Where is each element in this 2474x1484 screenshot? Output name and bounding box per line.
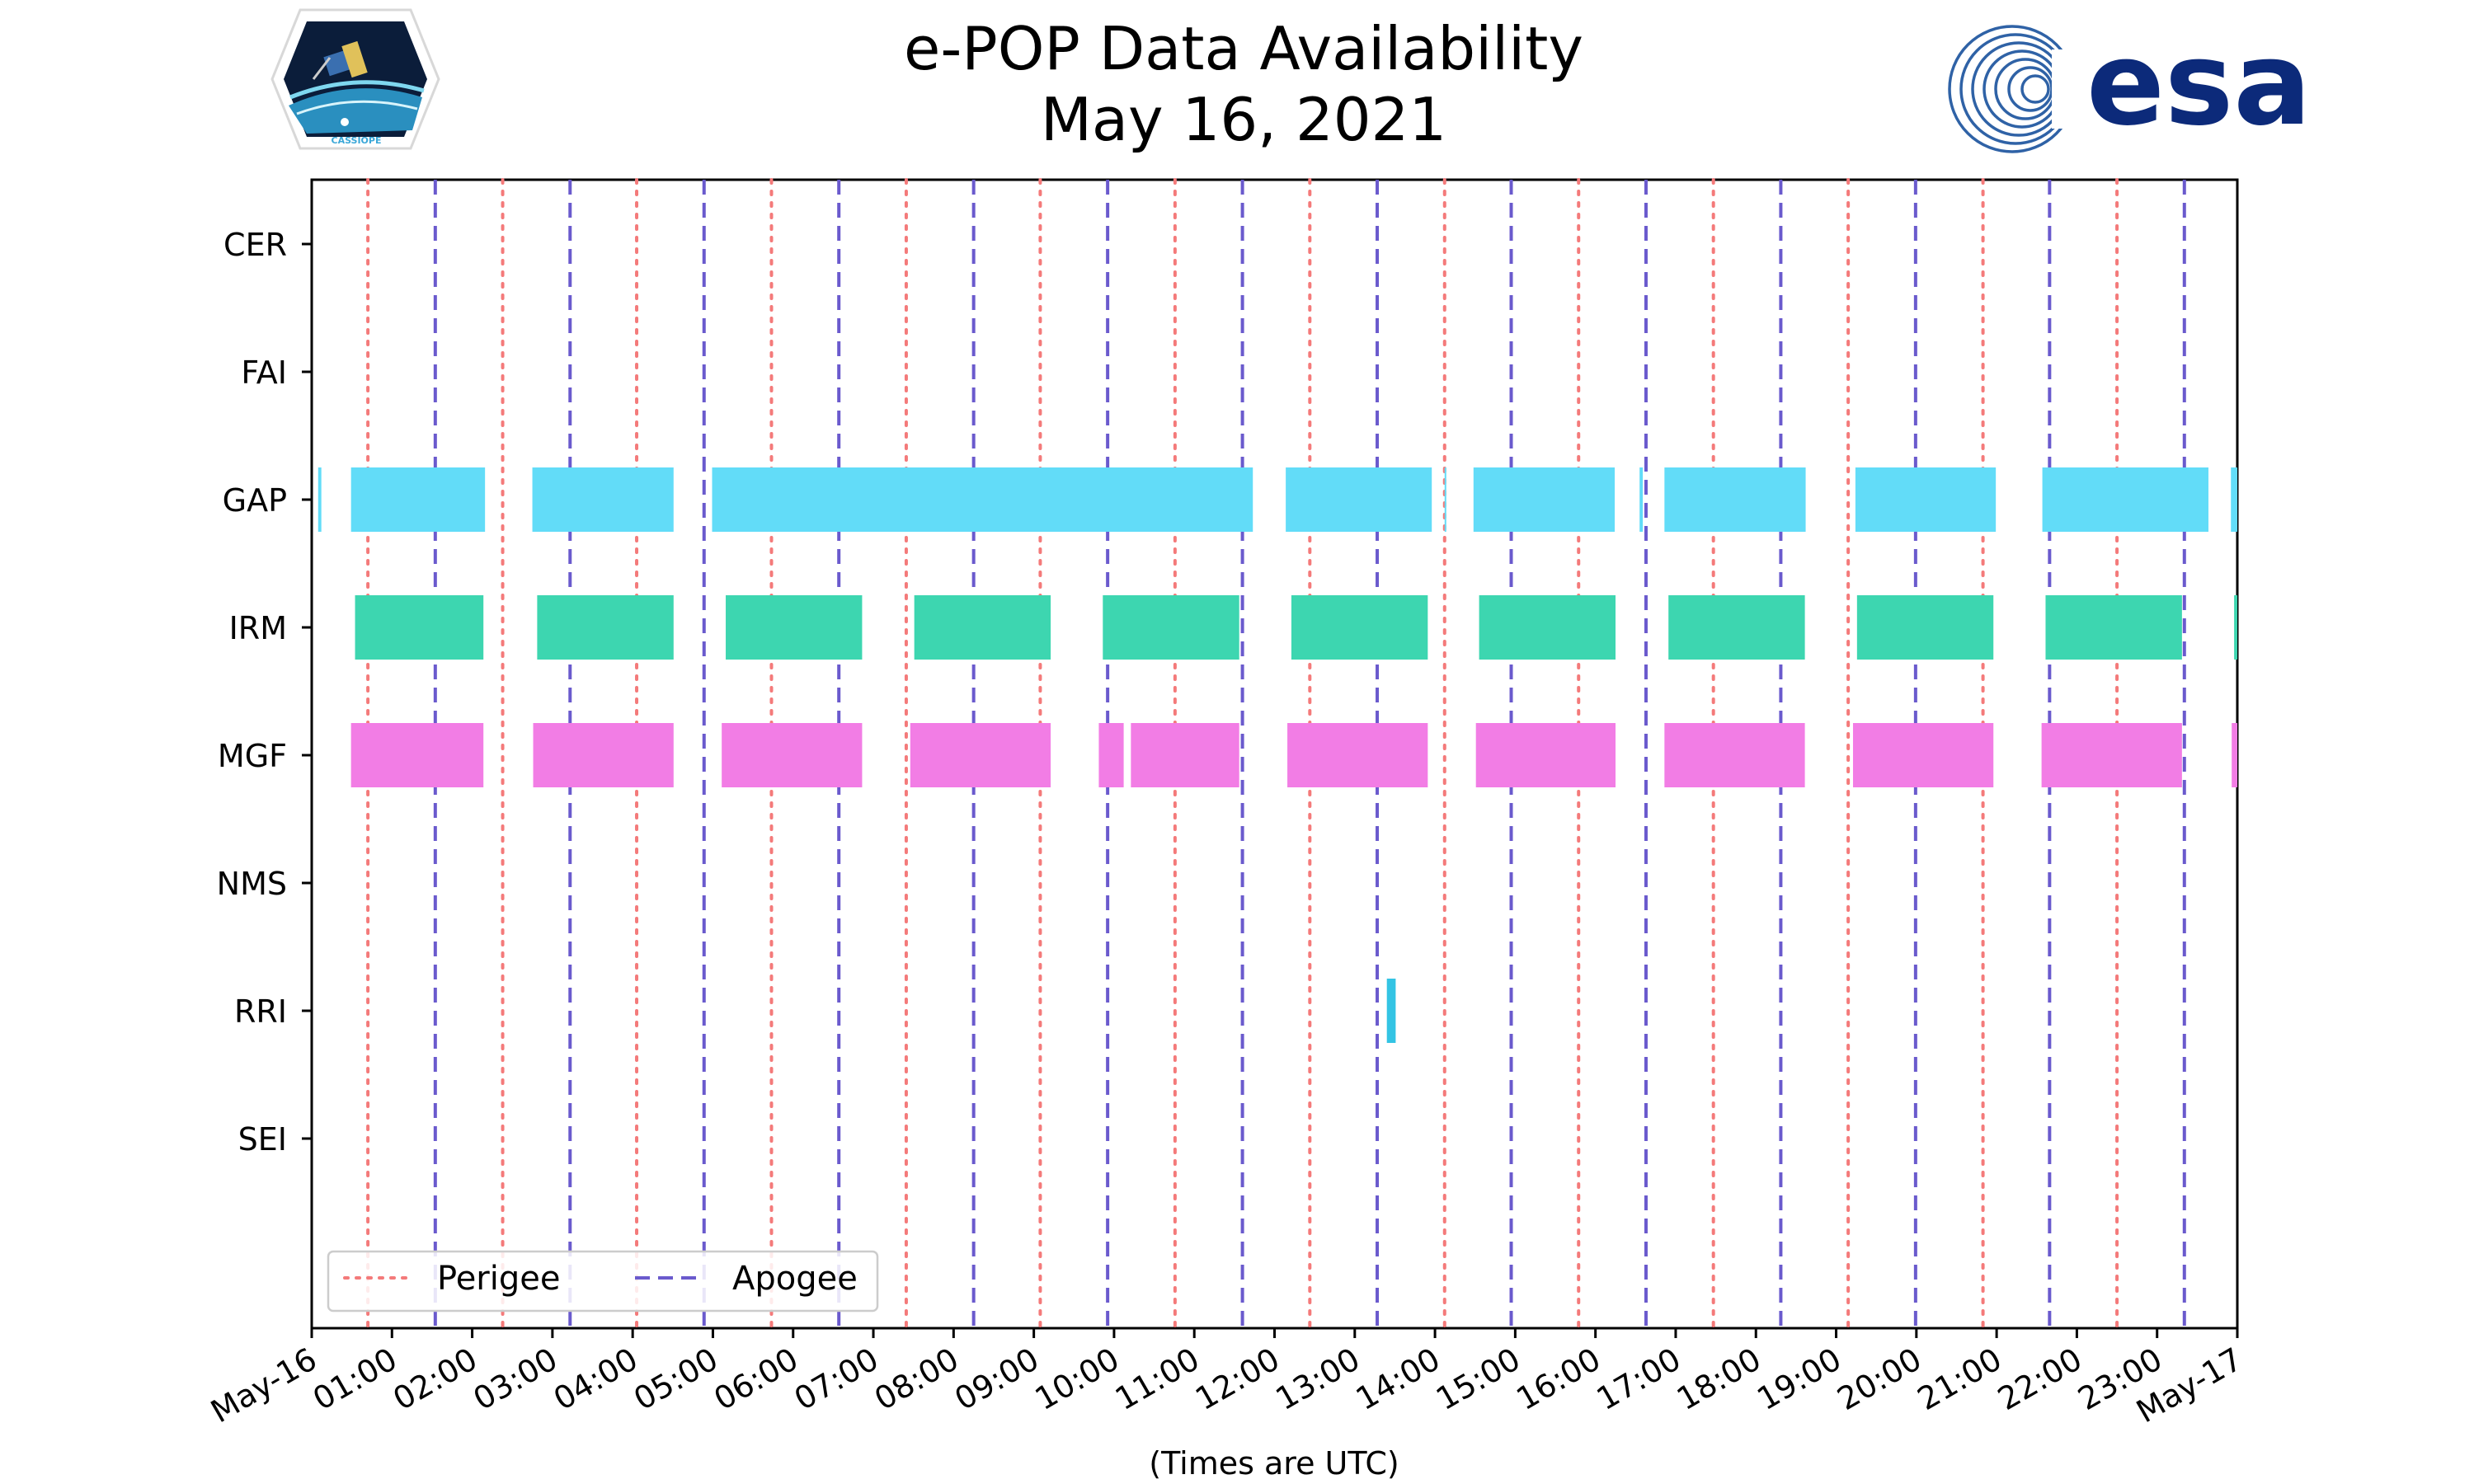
bar-gap xyxy=(712,467,1253,532)
chart-title: e-POP Data Availability xyxy=(904,14,1583,83)
x-tick-label: 17:00 xyxy=(1591,1341,1687,1417)
bar-irm xyxy=(1856,595,1994,660)
bar-gap xyxy=(2231,467,2237,532)
x-tick-label: 13:00 xyxy=(1269,1341,1366,1417)
cassiope-logo-text: CASSIOPE xyxy=(332,135,382,146)
bar-gap xyxy=(1855,467,1997,532)
y-axis: CER FAI GAP IRM MGF NMS RRI SEI xyxy=(217,227,312,1158)
bar-mgf xyxy=(910,723,1051,787)
bar-irm xyxy=(1668,595,1805,660)
bar-gap xyxy=(350,467,486,532)
bar-mgf xyxy=(2041,723,2182,787)
bar-mgf xyxy=(2232,723,2237,787)
x-tick-label: 11:00 xyxy=(1109,1341,1206,1417)
bar-gap xyxy=(317,467,322,532)
bar-irm xyxy=(355,595,484,660)
x-tick-label: 02:00 xyxy=(387,1341,483,1417)
bar-mgf xyxy=(350,723,484,787)
x-tick-label: 18:00 xyxy=(1671,1341,1767,1417)
y-tick-label: SEI xyxy=(238,1121,287,1158)
legend-perigee-label: Perigee xyxy=(437,1260,560,1298)
y-tick-label: IRM xyxy=(229,610,287,646)
bar-irm xyxy=(2045,595,2182,660)
bar-mgf xyxy=(1098,723,1124,787)
bar-gap xyxy=(1473,467,1616,532)
x-tick-label: 14:00 xyxy=(1350,1341,1446,1417)
bar-irm xyxy=(537,595,674,660)
chart-subtitle: May 16, 2021 xyxy=(1041,85,1446,154)
x-tick-label: 08:00 xyxy=(868,1341,965,1417)
bar-gap xyxy=(1286,467,1432,532)
x-tick-label: 15:00 xyxy=(1430,1341,1526,1417)
esa-logo: esa xyxy=(1948,17,2312,153)
bar-irm xyxy=(2234,595,2237,660)
bar-mgf xyxy=(1852,723,1994,787)
legend-box xyxy=(327,1250,879,1313)
x-tick-label: 06:00 xyxy=(708,1341,804,1417)
y-tick-label: NMS xyxy=(217,866,287,902)
x-tick-label: 05:00 xyxy=(628,1341,724,1417)
x-tick-label: 07:00 xyxy=(788,1341,885,1417)
y-tick-label: CER xyxy=(223,227,287,263)
legend-apogee-label: Apogee xyxy=(732,1260,858,1298)
bar-mgf xyxy=(1664,723,1805,787)
bar-mgf xyxy=(1287,723,1428,787)
y-tick-label: GAP xyxy=(223,482,287,519)
y-tick-label: RRI xyxy=(234,993,287,1030)
bar-mgf xyxy=(722,723,863,787)
x-tick-label: 22:00 xyxy=(1992,1341,2088,1417)
x-tick-label: 16:00 xyxy=(1510,1341,1606,1417)
bar-irm xyxy=(1103,595,1239,660)
x-tick-label: 12:00 xyxy=(1189,1341,1286,1417)
bar-gap xyxy=(1444,467,1446,532)
bar-gap xyxy=(2042,467,2208,532)
bar-gap xyxy=(1664,467,1806,532)
bar-gap xyxy=(532,467,674,532)
x-tick-label: 20:00 xyxy=(1831,1341,1927,1417)
x-tick-label: 19:00 xyxy=(1751,1341,1847,1417)
y-tick-label: FAI xyxy=(241,355,287,391)
esa-logo-swirl xyxy=(1948,25,2077,153)
x-axis: May-1601:0002:0003:0004:0005:0006:0007:0… xyxy=(205,1328,2249,1430)
x-tick-label: 21:00 xyxy=(1912,1341,2008,1417)
bar-irm xyxy=(914,595,1051,660)
y-tick-label: MGF xyxy=(218,738,287,774)
bar-irm xyxy=(1479,595,1616,660)
legend: Perigee Apogee xyxy=(327,1250,879,1313)
x-tick-label: 04:00 xyxy=(548,1341,644,1417)
data-bars xyxy=(317,467,2237,1043)
x-tick-label: May-16 xyxy=(205,1341,322,1430)
x-tick-label: 10:00 xyxy=(1029,1341,1126,1417)
bar-irm xyxy=(1291,595,1428,660)
bar-mgf xyxy=(1475,723,1616,787)
cassiope-logo: CASSIOPE xyxy=(270,8,440,150)
orbit-lines xyxy=(366,178,2186,1330)
bar-mgf xyxy=(533,723,674,787)
bar-gap xyxy=(1639,467,1644,532)
x-tick-label: 01:00 xyxy=(307,1341,403,1417)
x-tick-label: 03:00 xyxy=(468,1341,564,1417)
esa-logo-text: esa xyxy=(2086,17,2312,152)
x-tick-label: 09:00 xyxy=(948,1341,1045,1417)
bar-rri xyxy=(1386,979,1396,1043)
bar-mgf xyxy=(1131,723,1239,787)
x-axis-label: (Times are UTC) xyxy=(1149,1445,1399,1482)
bar-irm xyxy=(726,595,863,660)
